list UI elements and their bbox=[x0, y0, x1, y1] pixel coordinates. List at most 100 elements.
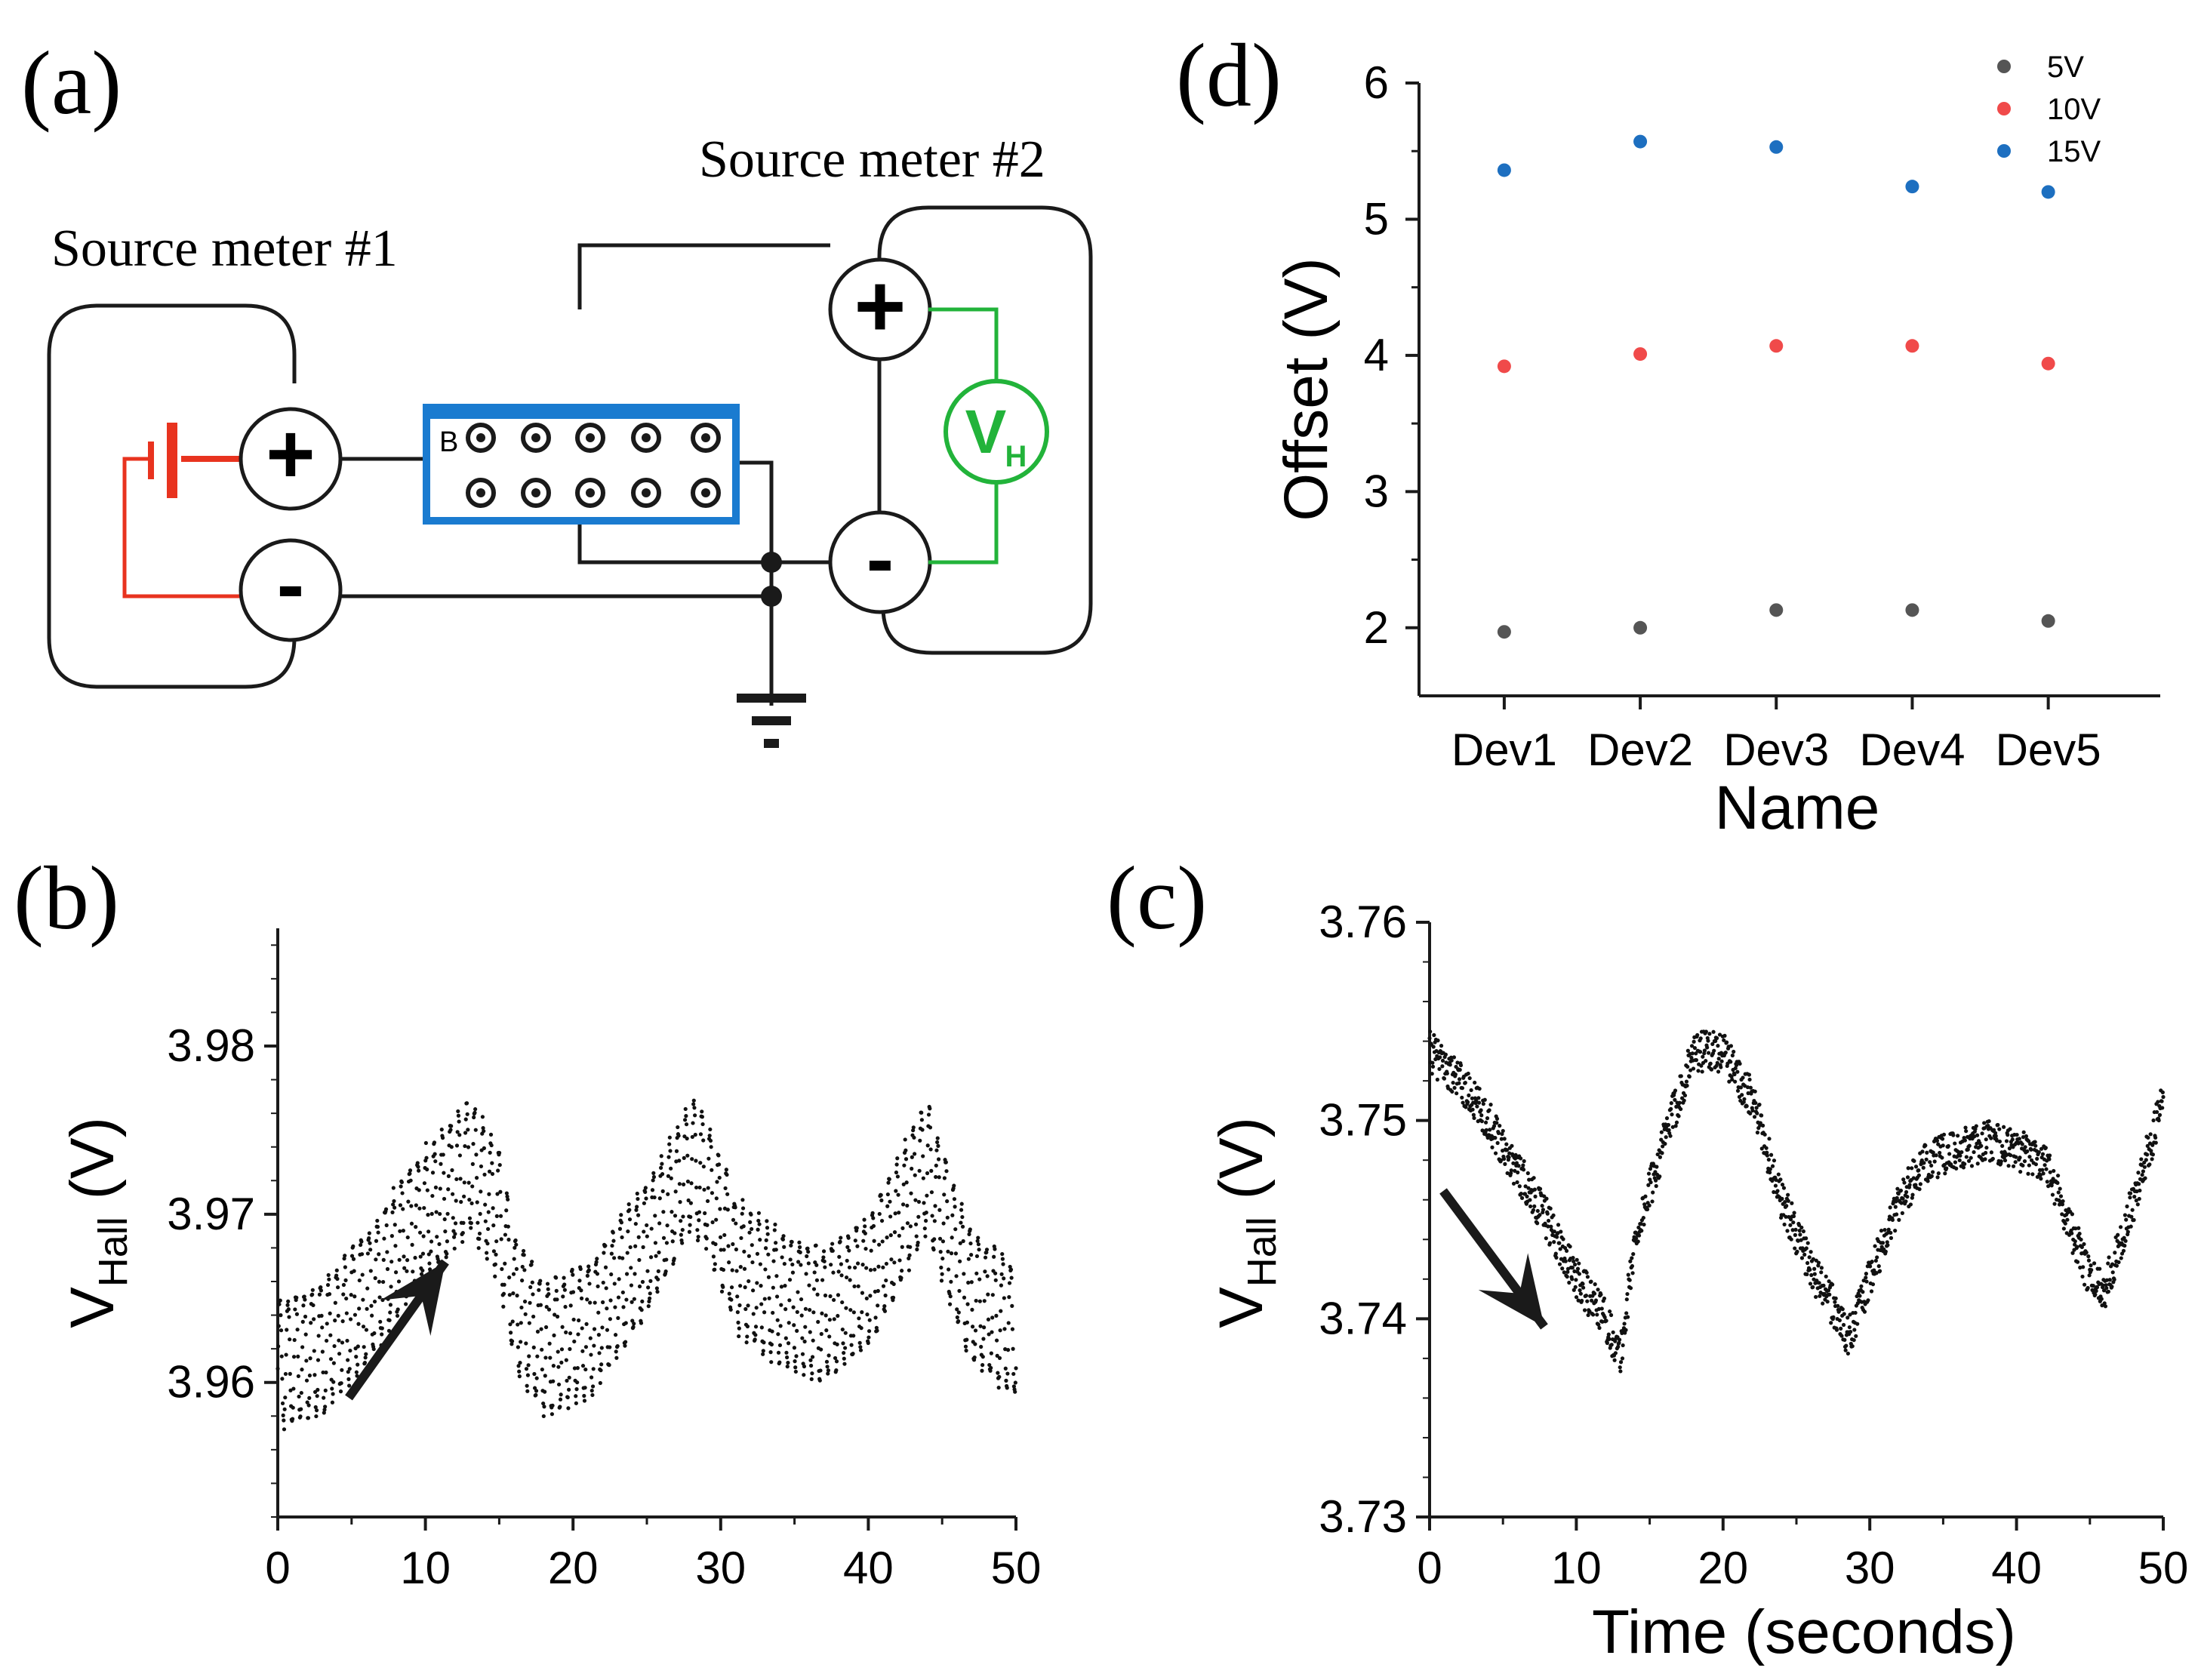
b-point bbox=[519, 1340, 523, 1344]
b-point bbox=[385, 1250, 389, 1254]
c-point bbox=[1910, 1195, 1914, 1200]
c-point bbox=[1449, 1058, 1454, 1063]
b-point bbox=[311, 1303, 316, 1308]
b-point bbox=[357, 1278, 362, 1283]
b-point bbox=[473, 1110, 477, 1115]
c-point bbox=[1917, 1187, 1922, 1192]
b-point bbox=[677, 1182, 682, 1186]
c-point bbox=[1504, 1142, 1509, 1146]
b-point bbox=[808, 1358, 813, 1362]
b-point bbox=[742, 1266, 747, 1271]
b-point bbox=[645, 1234, 649, 1238]
d-point-15V bbox=[1769, 140, 1784, 154]
b-point bbox=[570, 1267, 574, 1272]
b-point bbox=[996, 1371, 1000, 1375]
b-point bbox=[1013, 1389, 1017, 1394]
meter1-minus-terminal: - bbox=[239, 538, 343, 642]
c-point bbox=[1636, 1239, 1640, 1244]
b-point bbox=[489, 1143, 494, 1148]
c-point bbox=[1576, 1298, 1581, 1303]
b-point bbox=[546, 1287, 550, 1291]
meter2-minus-symbol: - bbox=[867, 512, 894, 605]
b-point bbox=[454, 1143, 460, 1148]
b-point bbox=[585, 1297, 589, 1302]
b-point bbox=[981, 1325, 987, 1330]
c-point bbox=[1552, 1240, 1556, 1245]
b-point bbox=[380, 1332, 384, 1337]
c-point bbox=[1768, 1170, 1772, 1175]
b-point bbox=[903, 1148, 908, 1152]
b-point bbox=[769, 1360, 774, 1365]
b-point bbox=[352, 1269, 356, 1273]
b-point bbox=[989, 1365, 993, 1371]
c-point bbox=[1913, 1165, 1919, 1169]
b-point bbox=[970, 1307, 974, 1312]
c-point bbox=[1796, 1238, 1800, 1243]
c-point bbox=[1651, 1190, 1655, 1195]
b-point bbox=[514, 1266, 519, 1272]
b-point bbox=[916, 1214, 921, 1219]
b-point bbox=[1005, 1348, 1011, 1352]
b-point bbox=[279, 1354, 284, 1358]
b-point bbox=[1000, 1251, 1005, 1257]
b-point bbox=[636, 1196, 640, 1202]
c-point bbox=[2021, 1163, 2025, 1168]
c-point bbox=[2033, 1162, 2039, 1167]
b-point bbox=[388, 1310, 392, 1315]
b-point bbox=[584, 1322, 589, 1327]
b-point bbox=[596, 1333, 601, 1337]
b-point bbox=[897, 1211, 901, 1215]
b-point bbox=[314, 1408, 319, 1413]
b-point bbox=[542, 1405, 546, 1409]
c-point bbox=[2011, 1164, 2016, 1168]
b-point bbox=[936, 1157, 941, 1162]
c-point bbox=[1772, 1189, 1776, 1195]
b-point bbox=[531, 1345, 536, 1349]
b-point bbox=[470, 1184, 475, 1189]
b-point bbox=[955, 1307, 959, 1312]
c-point bbox=[1477, 1086, 1482, 1091]
b-point bbox=[996, 1386, 1001, 1390]
c-point bbox=[1668, 1134, 1673, 1138]
b-point bbox=[703, 1211, 707, 1216]
b-point bbox=[782, 1245, 787, 1249]
b-point bbox=[310, 1292, 315, 1297]
b-point bbox=[719, 1248, 723, 1252]
c-point bbox=[1516, 1164, 1521, 1168]
c-point bbox=[1495, 1116, 1500, 1121]
b-point bbox=[445, 1211, 450, 1216]
c-point bbox=[2125, 1204, 2129, 1209]
b-point bbox=[359, 1252, 365, 1257]
c-point bbox=[1864, 1275, 1868, 1280]
b-point bbox=[346, 1377, 351, 1381]
b-point bbox=[840, 1300, 845, 1305]
c-point bbox=[1864, 1272, 1869, 1276]
c-point bbox=[1676, 1114, 1681, 1118]
b-point bbox=[496, 1168, 500, 1173]
c-point bbox=[1740, 1093, 1744, 1097]
b-point bbox=[819, 1347, 823, 1352]
c-point bbox=[1901, 1177, 1906, 1182]
b-point bbox=[954, 1274, 959, 1278]
c-point bbox=[1931, 1150, 1935, 1155]
b-point bbox=[538, 1303, 543, 1307]
c-point bbox=[1645, 1207, 1650, 1212]
b-point bbox=[490, 1161, 494, 1165]
b-point bbox=[745, 1324, 750, 1329]
b-point bbox=[824, 1328, 829, 1333]
b-point bbox=[1014, 1366, 1018, 1371]
b-point bbox=[796, 1290, 800, 1294]
board-pin-center bbox=[701, 488, 710, 497]
b-point bbox=[596, 1284, 600, 1289]
c-point bbox=[2029, 1147, 2033, 1152]
b-point bbox=[320, 1325, 325, 1330]
b-point bbox=[535, 1329, 540, 1334]
b-point bbox=[939, 1265, 944, 1270]
b-point bbox=[949, 1279, 953, 1284]
c-point bbox=[1722, 1033, 1727, 1038]
b-point bbox=[825, 1365, 830, 1369]
b-point bbox=[676, 1125, 680, 1130]
c-point bbox=[1511, 1181, 1516, 1186]
b-point bbox=[600, 1325, 605, 1330]
b-point bbox=[571, 1272, 575, 1277]
